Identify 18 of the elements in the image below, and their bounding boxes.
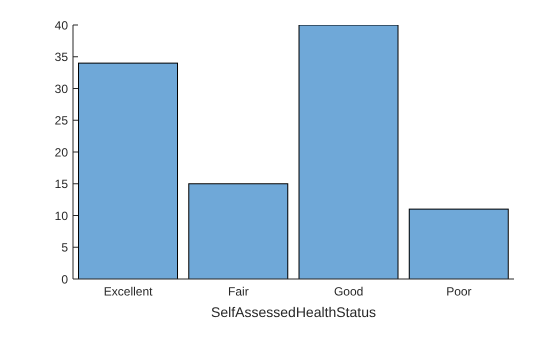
- x-tick-label: Poor: [446, 284, 472, 299]
- y-tick-label: 0: [61, 272, 68, 286]
- y-tick-label: 15: [54, 177, 68, 192]
- x-axis-title: SelfAssessedHealthStatus: [211, 304, 376, 320]
- y-tick-label: 20: [54, 145, 68, 160]
- x-tick-label: Excellent: [104, 284, 154, 299]
- bar: [78, 62, 178, 279]
- y-tick-label: 40: [54, 18, 68, 32]
- bar: [298, 25, 399, 279]
- y-tick-label: 5: [61, 240, 68, 255]
- bar: [408, 208, 509, 279]
- x-tick-label: Good: [334, 284, 364, 299]
- bar: [188, 183, 288, 279]
- y-tick-label: 30: [54, 82, 68, 96]
- y-tick-label: 10: [54, 208, 68, 223]
- y-tick-label: 25: [54, 114, 68, 128]
- x-tick-label: Fair: [228, 284, 249, 299]
- y-tick-label: 35: [54, 50, 68, 64]
